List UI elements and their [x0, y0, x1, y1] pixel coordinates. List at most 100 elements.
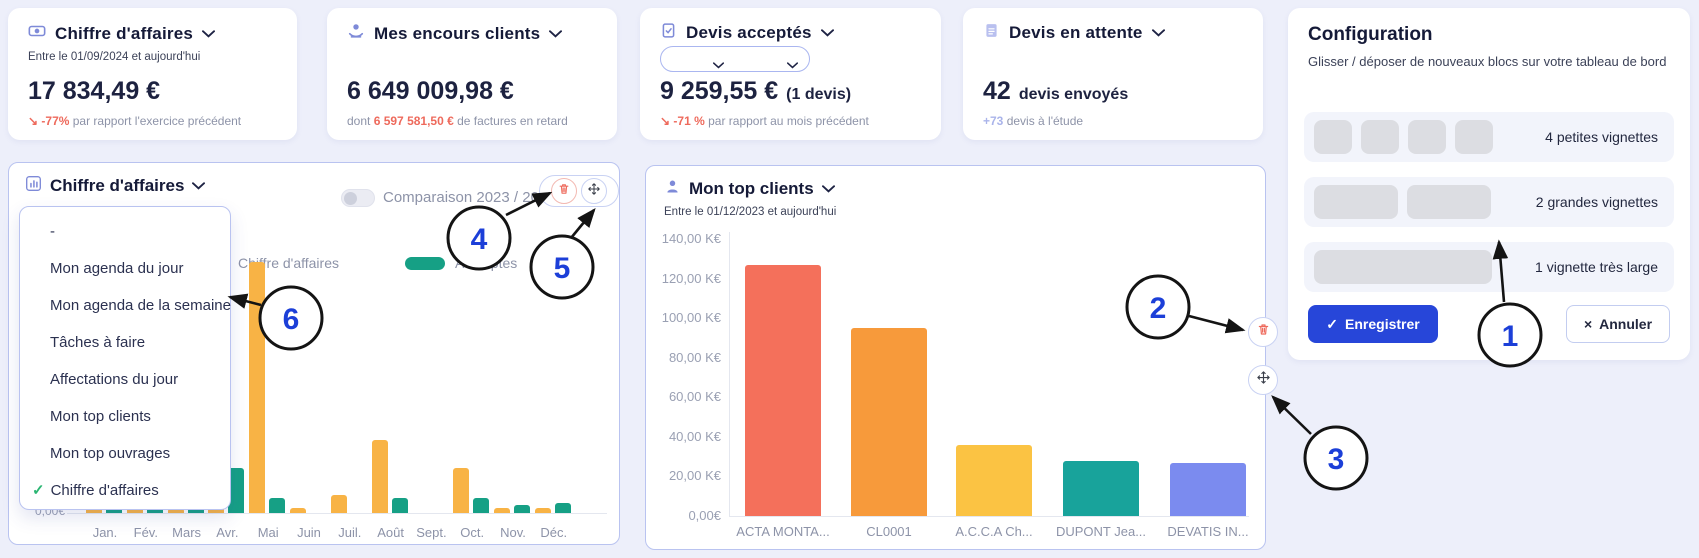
delete-widget-button[interactable] — [551, 178, 577, 204]
top-clients-plot: 140,00 K€ 120,00 K€ 100,00 K€ 80,00 K€ 60,00… — [646, 166, 1267, 523]
kpi-value-note: (1 devis) — [786, 86, 852, 103]
kpi-card-quotes-pending: Devis en attente 42 devis envoyés +73 de… — [963, 8, 1263, 140]
dropdown-item[interactable]: Mon top ouvrages — [50, 445, 171, 462]
x-axis-label: Déc. — [540, 525, 568, 540]
acompte-bar — [391, 497, 408, 513]
config-row-label: 2 grandes vignettes — [1535, 194, 1658, 210]
config-drag-row[interactable]: 1 vignette très large — [1304, 242, 1674, 292]
x-axis-label: Juin — [297, 525, 321, 540]
x-axis-label: Sept. — [416, 525, 447, 540]
vignette-placeholder — [1361, 120, 1399, 154]
acompte-bar — [554, 502, 571, 513]
acompte-bar — [473, 497, 490, 513]
client-bar — [851, 328, 927, 516]
client-bar — [1063, 460, 1139, 516]
move-widget-button[interactable] — [581, 178, 607, 204]
revenue-bar — [494, 507, 510, 513]
y-axis-tick: 100,00 K€ — [661, 310, 721, 326]
configuration-panel: Configuration Glisser / déposer de nouve… — [1288, 8, 1690, 360]
trash-icon — [1256, 322, 1271, 342]
revenue-bar — [534, 507, 551, 513]
config-row-label: 4 petites vignettes — [1545, 129, 1658, 145]
kpi-title: Mes encours clients — [374, 23, 541, 43]
kpi-value-note: devis envoyés — [1018, 86, 1129, 103]
config-row-label: 1 vignette très large — [1535, 259, 1658, 275]
widget-controls — [539, 175, 619, 207]
chevron-down-icon[interactable] — [820, 24, 834, 42]
chevron-down-icon — [713, 56, 724, 74]
x-axis-label: Mai — [257, 525, 279, 540]
close-icon: × — [1583, 316, 1593, 332]
config-drag-row[interactable]: 2 grandes vignettes — [1304, 177, 1674, 227]
revenue-chart-card: Chiffre d'affaires Comparaison 2023 / 20… — [8, 162, 620, 545]
config-title: Configuration — [1308, 24, 1433, 45]
kpi-value: 17 834,49 € — [28, 77, 161, 105]
x-axis-label: Fév. — [133, 525, 158, 540]
revenue-icon — [28, 22, 46, 45]
delete-widget-button[interactable] — [1248, 317, 1278, 347]
kpi-title: Devis acceptés — [686, 23, 812, 42]
revenue-bar — [453, 467, 470, 513]
kpi-title: Devis en attente — [1009, 23, 1143, 42]
dropdown-item[interactable]: Mon agenda du jour — [50, 260, 184, 277]
trend-down-arrow-icon: ↘ — [28, 114, 39, 128]
chevron-down-icon[interactable] — [821, 180, 835, 198]
y-axis-tick: 140,00 K€ — [661, 231, 721, 246]
vignette-placeholder — [1314, 120, 1352, 154]
x-axis-label: DEVATIS IN... — [1167, 524, 1249, 539]
chevron-down-icon[interactable] — [549, 25, 563, 43]
chevron-down-icon[interactable] — [192, 177, 206, 195]
x-axis-label: ACTA MONTA... — [736, 524, 830, 539]
kpi-value: 6 649 009,98 € — [347, 77, 514, 105]
x-axis-label: A.C.C.A Ch... — [955, 524, 1033, 539]
vignette-placeholder — [1407, 185, 1491, 219]
dropdown-item[interactable]: Affectations du jour — [50, 371, 179, 388]
dropdown-item[interactable]: Mon agenda de la semaine — [50, 297, 231, 314]
comparison-toggle[interactable] — [341, 189, 375, 207]
y-axis-tick: 0,00€ — [688, 507, 721, 523]
toggle-knob — [344, 191, 357, 205]
vignette-placeholder — [1455, 120, 1493, 154]
x-axis-label: Oct. — [460, 525, 485, 540]
save-button[interactable]: ✓ Enregistrer — [1308, 305, 1438, 343]
dropdown-item[interactable]: ✓ Chiffre d'affaires — [32, 482, 159, 499]
chevron-down-icon[interactable] — [202, 25, 216, 43]
quote-filter-selects[interactable] — [660, 46, 810, 72]
vignette-placeholder — [1408, 120, 1446, 154]
x-axis-label: Juil. — [338, 525, 362, 540]
trash-icon — [557, 182, 571, 201]
vignette-placeholder — [1314, 250, 1492, 284]
dropdown-item[interactable]: - — [50, 223, 55, 240]
config-drag-row[interactable]: 4 petites vignettes — [1304, 112, 1674, 162]
widget-type-dropdown: - Mon agenda du jour Mon agenda de la sema… — [19, 206, 231, 510]
x-axis-label: Jan. — [92, 525, 118, 540]
kpi-title: Chiffre d'affaires — [55, 23, 194, 43]
move-widget-button[interactable] — [1248, 365, 1278, 395]
document-check-icon — [660, 22, 677, 44]
document-icon — [983, 22, 1000, 44]
y-axis-tick: 60,00 K€ — [668, 389, 721, 405]
move-icon — [1256, 370, 1271, 390]
revenue-bar — [167, 507, 184, 513]
x-axis-label: Mars — [172, 525, 202, 540]
kpi-card-quotes-accepted: Devis acceptés 9 259,55 € (1 devis) ↘ -7… — [640, 8, 941, 140]
svg-text:3: 3 — [1328, 443, 1345, 476]
acompte-bar — [228, 467, 245, 513]
kpi-card-outstanding: Mes encours clients 6 649 009,98 € dont … — [327, 8, 617, 140]
revenue-bar — [330, 495, 347, 513]
x-axis-label: CL0001 — [866, 524, 912, 539]
callout-3: 3 — [1271, 395, 1369, 491]
dropdown-item[interactable]: Tâches à faire — [50, 334, 146, 351]
dropdown-item[interactable]: Mon top clients — [50, 408, 151, 425]
check-icon: ✓ — [32, 482, 45, 499]
x-axis-label: Août — [377, 525, 404, 540]
check-icon: ✓ — [1326, 315, 1339, 332]
y-axis-tick: 120,00 K€ — [661, 270, 721, 286]
chart-title: Chiffre d'affaires — [50, 176, 185, 195]
y-axis-tick: 20,00 K€ — [668, 468, 721, 484]
cancel-button[interactable]: × Annuler — [1566, 305, 1670, 343]
kpi-delta: ↘ -77% par rapport l'exercice précédent — [28, 114, 242, 128]
chevron-down-icon[interactable] — [1151, 24, 1165, 42]
top-clients-chart-card: Mon top clients Entre le 01/12/2023 et a… — [645, 165, 1266, 550]
